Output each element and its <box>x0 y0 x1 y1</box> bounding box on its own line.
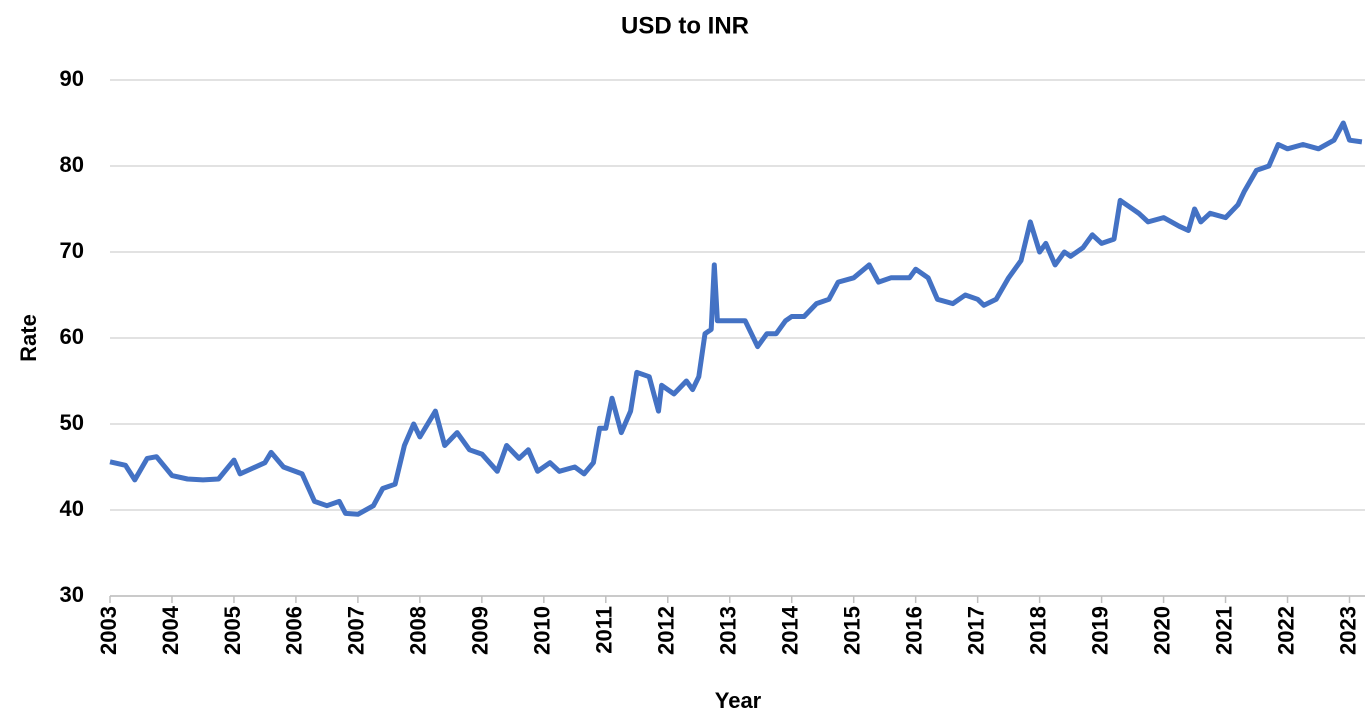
chart-title: USD to INR <box>621 12 749 39</box>
x-tick-label: 2008 <box>406 606 431 655</box>
x-tick-label: 2004 <box>158 605 183 655</box>
y-tick-label: 60 <box>60 324 84 349</box>
y-tick-label: 70 <box>60 238 84 263</box>
x-axis-label: Year <box>715 688 762 713</box>
x-tick-label: 2016 <box>901 606 926 655</box>
x-tick-label: 2003 <box>96 606 121 655</box>
x-tick-label: 2011 <box>592 606 617 654</box>
x-tick-label: 2006 <box>282 606 307 655</box>
x-tick-label: 2019 <box>1087 606 1112 655</box>
y-tick-label: 30 <box>60 582 84 607</box>
x-tick-label: 2021 <box>1211 606 1236 655</box>
x-tick-label: 2017 <box>963 606 988 655</box>
x-tick-label: 2018 <box>1025 606 1050 655</box>
x-tick-label: 2014 <box>778 605 803 655</box>
x-tick-label: 2007 <box>344 606 369 655</box>
line-series <box>109 120 1363 517</box>
x-tick-label: 2009 <box>468 606 493 655</box>
y-tick-label: 80 <box>60 152 84 177</box>
x-tick-label: 2005 <box>220 606 245 655</box>
x-tick-label: 2012 <box>654 606 679 655</box>
x-tick-label: 2015 <box>840 606 865 655</box>
x-tick-label: 2013 <box>716 606 741 655</box>
x-tick-label: 2023 <box>1335 606 1360 655</box>
x-tick-label: 2020 <box>1149 606 1174 655</box>
x-tick-label: 2022 <box>1273 606 1298 655</box>
y-tick-label: 40 <box>60 496 84 521</box>
y-tick-label: 50 <box>60 410 84 435</box>
y-axis-label: Rate <box>16 314 41 362</box>
x-tick-label: 2010 <box>530 606 555 655</box>
y-tick-label: 90 <box>60 66 84 91</box>
